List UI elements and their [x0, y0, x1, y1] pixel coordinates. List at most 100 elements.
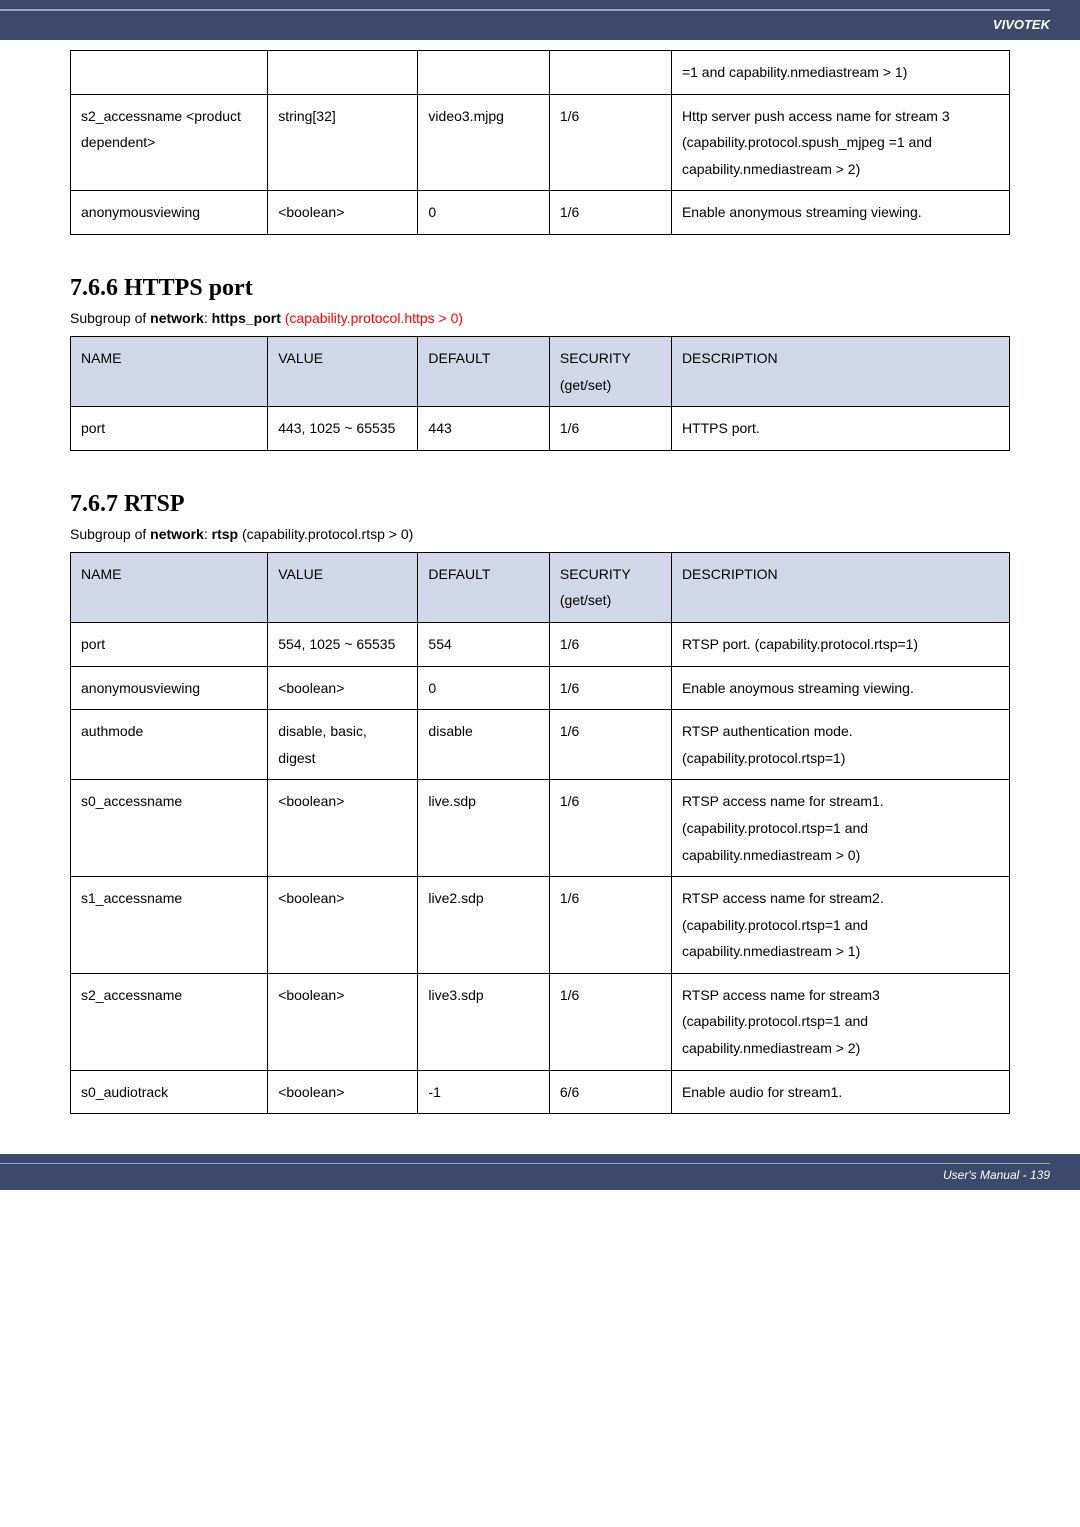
subgroup-rtsp: Subgroup of network: rtsp (capability.pr…: [70, 526, 1010, 542]
table-cell: 1/6: [549, 666, 671, 710]
table-cell: RTSP access name for stream3 (capability…: [671, 973, 1009, 1070]
table-row: s0_accessname<boolean>live.sdp1/6RTSP ac…: [71, 780, 1010, 877]
col-default: DEFAULT: [418, 336, 549, 406]
footer-text: User's Manual - 139: [0, 1163, 1050, 1182]
table-cell: <boolean>: [268, 191, 418, 235]
col-security: SECURITY (get/set): [549, 552, 671, 622]
col-name: NAME: [71, 336, 268, 406]
table-cell: authmode: [71, 710, 268, 780]
text-bold: network: [150, 526, 204, 542]
table-cell: <boolean>: [268, 780, 418, 877]
table-cell: RTSP access name for stream2. (capabilit…: [671, 877, 1009, 974]
text-bold: rtsp: [212, 526, 238, 542]
heading-https: 7.6.6 HTTPS port: [70, 275, 1010, 302]
table-cell: [71, 51, 268, 95]
table-row: =1 and capability.nmediastream > 1): [71, 51, 1010, 95]
col-default: DEFAULT: [418, 552, 549, 622]
subgroup-https: Subgroup of network: https_port (capabil…: [70, 310, 1010, 326]
table-header-row: NAME VALUE DEFAULT SECURITY (get/set) DE…: [71, 336, 1010, 406]
table-cell: string[32]: [268, 94, 418, 191]
table-cell: port: [71, 622, 268, 666]
table-https: NAME VALUE DEFAULT SECURITY (get/set) DE…: [70, 336, 1010, 451]
table-cell: 0: [418, 191, 549, 235]
table-cell: s0_accessname: [71, 780, 268, 877]
table-cell: anonymousviewing: [71, 666, 268, 710]
table-cell: disable: [418, 710, 549, 780]
table-cell: Enable anonymous streaming viewing.: [671, 191, 1009, 235]
table-cell: =1 and capability.nmediastream > 1): [671, 51, 1009, 95]
col-value: VALUE: [268, 336, 418, 406]
col-description: DESCRIPTION: [671, 336, 1009, 406]
table-cell: live.sdp: [418, 780, 549, 877]
table-cell: Enable audio for stream1.: [671, 1070, 1009, 1114]
table-row: s2_accessname <product dependent>string[…: [71, 94, 1010, 191]
table-cell: port: [71, 407, 268, 451]
table-cell: RTSP access name for stream1. (capabilit…: [671, 780, 1009, 877]
table-continuation: =1 and capability.nmediastream > 1)s2_ac…: [70, 50, 1010, 235]
table-cell: 1/6: [549, 622, 671, 666]
text: Subgroup of: [70, 310, 150, 326]
footer-bar: User's Manual - 139: [0, 1154, 1080, 1190]
table-cell: 1/6: [549, 191, 671, 235]
table-cell: 1/6: [549, 710, 671, 780]
table-cell: Http server push access name for stream …: [671, 94, 1009, 191]
col-description: DESCRIPTION: [671, 552, 1009, 622]
table-cell: <boolean>: [268, 1070, 418, 1114]
table-cell: <boolean>: [268, 973, 418, 1070]
page-content: =1 and capability.nmediastream > 1)s2_ac…: [0, 50, 1080, 1114]
table-header-row: NAME VALUE DEFAULT SECURITY (get/set) DE…: [71, 552, 1010, 622]
table-cell: 1/6: [549, 407, 671, 451]
table-cell: 443, 1025 ~ 65535: [268, 407, 418, 451]
table-cell: Enable anoymous streaming viewing.: [671, 666, 1009, 710]
text-bold: network: [150, 310, 204, 326]
text: Subgroup of: [70, 526, 150, 542]
text: (capability.protocol.rtsp > 0): [238, 526, 413, 542]
header-brand: VIVOTEK: [0, 9, 1050, 32]
table-cell: 1/6: [549, 94, 671, 191]
table-cell: 6/6: [549, 1070, 671, 1114]
table-row: s0_audiotrack<boolean>-16/6Enable audio …: [71, 1070, 1010, 1114]
table-cell: video3.mjpg: [418, 94, 549, 191]
table-cell: anonymousviewing: [71, 191, 268, 235]
table-cell: 1/6: [549, 973, 671, 1070]
table-cell: RTSP authentication mode. (capability.pr…: [671, 710, 1009, 780]
table-cell: -1: [418, 1070, 549, 1114]
table-cell: s2_accessname: [71, 973, 268, 1070]
heading-rtsp: 7.6.7 RTSP: [70, 491, 1010, 518]
table-cell: disable, basic, digest: [268, 710, 418, 780]
table-cell: RTSP port. (capability.protocol.rtsp=1): [671, 622, 1009, 666]
table-row: s2_accessname<boolean>live3.sdp1/6RTSP a…: [71, 973, 1010, 1070]
table-cell: HTTPS port.: [671, 407, 1009, 451]
table-row: port554, 1025 ~ 655355541/6RTSP port. (c…: [71, 622, 1010, 666]
table-cell: s0_audiotrack: [71, 1070, 268, 1114]
table-cell: 443: [418, 407, 549, 451]
table-row: anonymousviewing<boolean>01/6Enable anon…: [71, 191, 1010, 235]
table-row: port443, 1025 ~ 655354431/6HTTPS port.: [71, 407, 1010, 451]
col-security: SECURITY (get/set): [549, 336, 671, 406]
table-cell: 554: [418, 622, 549, 666]
table-cell: <boolean>: [268, 666, 418, 710]
table-cell: <boolean>: [268, 877, 418, 974]
table-cell: [549, 51, 671, 95]
text-red: (capability.protocol.https > 0): [281, 310, 463, 326]
table-row: s1_accessname<boolean>live2.sdp1/6RTSP a…: [71, 877, 1010, 974]
text-bold: https_port: [212, 310, 281, 326]
table-cell: live2.sdp: [418, 877, 549, 974]
table-row: authmodedisable, basic, digestdisable1/6…: [71, 710, 1010, 780]
text: :: [204, 310, 212, 326]
table-cell: 0: [418, 666, 549, 710]
table-cell: 1/6: [549, 780, 671, 877]
text: :: [204, 526, 212, 542]
table-cell: 554, 1025 ~ 65535: [268, 622, 418, 666]
table-rtsp: NAME VALUE DEFAULT SECURITY (get/set) DE…: [70, 552, 1010, 1115]
col-name: NAME: [71, 552, 268, 622]
table-cell: [418, 51, 549, 95]
table-cell: 1/6: [549, 877, 671, 974]
header-bar: VIVOTEK: [0, 0, 1080, 40]
table-cell: s2_accessname <product dependent>: [71, 94, 268, 191]
table-cell: s1_accessname: [71, 877, 268, 974]
table-row: anonymousviewing<boolean>01/6Enable anoy…: [71, 666, 1010, 710]
table-cell: [268, 51, 418, 95]
table-cell: live3.sdp: [418, 973, 549, 1070]
col-value: VALUE: [268, 552, 418, 622]
